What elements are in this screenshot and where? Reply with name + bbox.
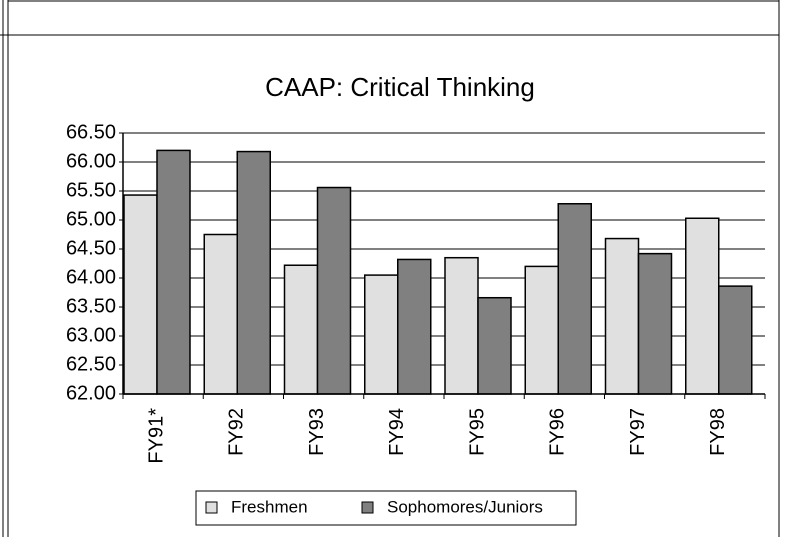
x-tick-label: FY92 — [226, 408, 248, 456]
y-tick-label: 62.50 — [66, 353, 116, 375]
bar — [637, 252, 673, 395]
y-tick-label: 64.00 — [66, 266, 116, 288]
x-tick-label: FY94 — [386, 408, 408, 456]
bar — [123, 194, 158, 395]
legend: Freshmen Sophomores/Juniors — [195, 490, 577, 526]
y-tick-label: 63.50 — [66, 295, 116, 317]
legend-swatch — [361, 501, 374, 514]
bar — [316, 186, 352, 395]
bar — [718, 285, 753, 395]
x-tick-label: FY96 — [547, 408, 569, 456]
bar — [236, 150, 271, 395]
bar — [203, 233, 238, 395]
x-tick-label: FY93 — [306, 408, 328, 456]
x-tick-label: FY95 — [466, 408, 488, 456]
bar — [397, 258, 432, 395]
x-tick-label: FY98 — [707, 408, 729, 456]
bar — [364, 274, 399, 395]
bar — [557, 203, 592, 395]
y-tick-label: 62.00 — [66, 382, 116, 404]
y-tick-label: 66.00 — [66, 150, 116, 172]
legend-box — [195, 490, 577, 526]
bar — [444, 256, 479, 395]
y-tick-label: 63.00 — [66, 324, 116, 346]
y-tick-label: 64.50 — [66, 237, 116, 259]
chart-title: CAAP: Critical Thinking — [265, 72, 535, 102]
x-tick-label: FY91* — [145, 408, 167, 464]
y-tick-label: 66.50 — [66, 121, 116, 143]
y-tick-label: 65.50 — [66, 179, 116, 201]
bar — [283, 264, 319, 395]
x-tick-label: FY97 — [627, 408, 649, 456]
y-tick-label: 65.00 — [66, 208, 116, 230]
bar — [604, 237, 640, 395]
legend-label: Sophomores/Juniors — [387, 497, 543, 516]
bar — [477, 296, 512, 395]
bar — [685, 217, 720, 395]
bar — [156, 149, 191, 395]
bar — [524, 265, 559, 395]
legend-label: Freshmen — [231, 497, 308, 516]
legend-swatch — [205, 501, 218, 514]
